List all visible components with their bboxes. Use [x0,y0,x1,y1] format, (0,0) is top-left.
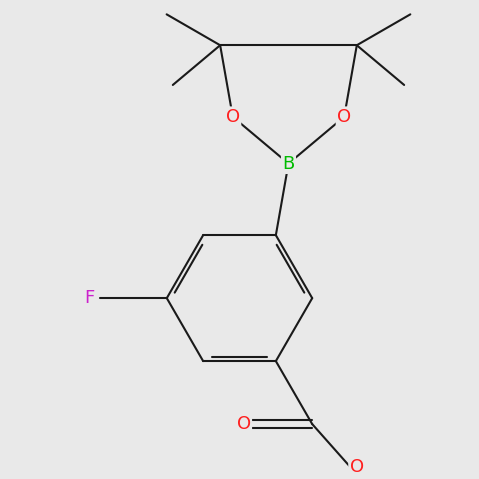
Text: O: O [226,108,240,126]
Text: O: O [350,458,364,476]
Text: O: O [337,108,351,126]
Text: O: O [237,415,251,433]
Text: F: F [85,289,95,307]
Text: B: B [282,155,295,172]
